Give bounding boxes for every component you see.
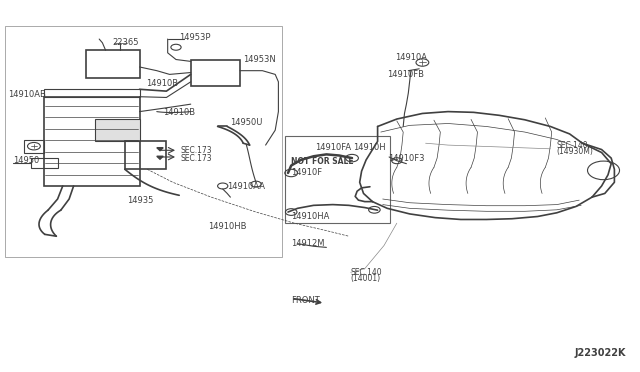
Text: 14910HA: 14910HA — [291, 212, 330, 221]
Text: 14910F: 14910F — [291, 169, 323, 177]
Bar — [5, 26, 282, 257]
Bar — [44, 89, 140, 97]
Bar — [285, 136, 390, 223]
Polygon shape — [157, 156, 163, 159]
Bar — [24, 140, 44, 153]
Text: SEC.140: SEC.140 — [351, 268, 382, 277]
Text: 14910B: 14910B — [146, 79, 178, 88]
Bar — [86, 50, 140, 78]
Text: SEC.173: SEC.173 — [180, 154, 212, 163]
Text: 14953N: 14953N — [243, 55, 276, 64]
Text: 14910AB: 14910AB — [8, 90, 46, 99]
Text: 14910FB: 14910FB — [387, 70, 424, 79]
Polygon shape — [157, 148, 163, 151]
Text: 14910F3: 14910F3 — [388, 154, 425, 163]
Text: 14910HB: 14910HB — [208, 222, 246, 231]
Text: (14001): (14001) — [351, 275, 381, 283]
Text: J223022K: J223022K — [575, 348, 626, 358]
Bar — [31, 158, 58, 168]
Text: 14935: 14935 — [127, 196, 153, 205]
Text: 14953P: 14953P — [179, 33, 211, 42]
Text: 14912M: 14912M — [291, 239, 324, 248]
Text: 22365: 22365 — [112, 38, 138, 47]
Text: (14930M): (14930M) — [557, 147, 594, 156]
Text: 14950U: 14950U — [230, 118, 263, 126]
Text: NOT FOR SALE: NOT FOR SALE — [291, 157, 354, 166]
Text: 14910A: 14910A — [396, 53, 428, 62]
Text: 14910B: 14910B — [163, 108, 195, 117]
Text: SEC.173: SEC.173 — [180, 146, 212, 155]
Text: 14910FA: 14910FA — [316, 143, 351, 152]
Text: FRONT: FRONT — [291, 296, 320, 305]
Text: 14950: 14950 — [13, 156, 39, 165]
Bar — [44, 97, 140, 186]
Bar — [95, 119, 140, 141]
Bar — [125, 141, 166, 169]
Text: SEC.140: SEC.140 — [557, 141, 588, 150]
Text: 14910H: 14910H — [353, 143, 386, 152]
Bar — [191, 60, 240, 86]
Text: 14910AA: 14910AA — [227, 182, 265, 190]
